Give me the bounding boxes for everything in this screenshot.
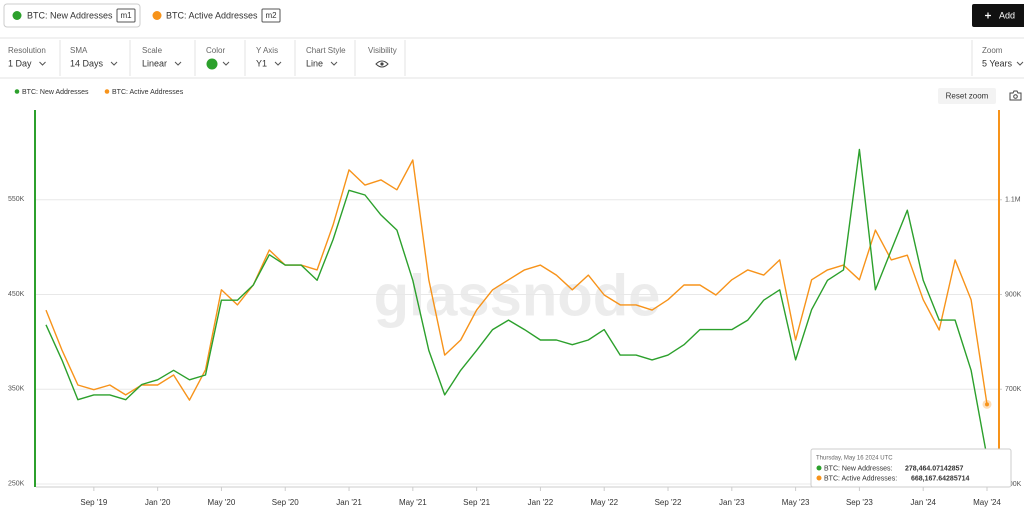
tooltip-value: 668,167.64285714 [911, 475, 969, 482]
y-tick-label: 250K [8, 480, 25, 487]
y2-tick-label: 500K [1005, 481, 1022, 488]
legend-label[interactable]: BTC: New Addresses [22, 89, 89, 96]
chevron [174, 61, 182, 66]
tooltip-name: BTC: Active Addresses: [824, 475, 897, 482]
legend-dot[interactable] [104, 89, 110, 94]
control-label: Zoom [982, 46, 1003, 55]
chevron [110, 61, 118, 66]
tooltip-box [810, 448, 1012, 488]
x-tick-label: Sep '20 [272, 498, 299, 507]
control-label: Chart Style [306, 46, 346, 55]
tab-tag-box [261, 8, 281, 23]
x-tick-label: May '23 [782, 498, 810, 507]
tooltip-value: 278,464.07142857 [905, 465, 963, 472]
x-tick-label: May '24 [973, 498, 1001, 507]
tooltip-date: Thursday, May 16 2024 UTC [816, 456, 893, 462]
hover-point [985, 402, 989, 407]
camera-icon[interactable] [1009, 90, 1022, 101]
plus-icon [985, 12, 991, 19]
control-label: Resolution [8, 46, 46, 55]
control-value[interactable]: Y1 [256, 58, 267, 68]
x-tick-label: Sep '23 [846, 498, 873, 507]
y-tick-label: 350K [8, 386, 25, 393]
control-value[interactable]: 5 Years [982, 58, 1013, 68]
control-label: Scale [142, 46, 163, 55]
tab-dot [152, 11, 162, 20]
chevron [274, 61, 282, 66]
chevron [39, 61, 46, 66]
tab-tag-box [116, 8, 136, 23]
tooltip-dot [816, 465, 822, 471]
tooltip-dot [816, 475, 822, 481]
control-label: SMA [70, 46, 88, 55]
x-tick-label: May '22 [590, 498, 618, 507]
control-value[interactable]: Line [306, 58, 323, 68]
tab-label[interactable]: BTC: Active Addresses [166, 10, 258, 20]
y-tick-label: 450K [8, 291, 25, 298]
tab-dot [12, 11, 22, 20]
add-label: Add [999, 10, 1015, 20]
chevron [1016, 61, 1024, 66]
x-tick-label: Sep '19 [80, 498, 107, 507]
control-label: Color [206, 46, 225, 55]
tab-label: BTC: New Addresses [27, 10, 113, 20]
legend-label[interactable]: BTC: Active Addresses [112, 89, 184, 96]
eye-pupil [380, 62, 384, 66]
y-tick-label: 550K [8, 196, 25, 203]
series-line [45, 159, 988, 405]
reset-zoom-label: Reset zoom [946, 92, 989, 101]
x-tick-label: Sep '22 [655, 498, 682, 507]
tab[interactable] [3, 3, 141, 28]
add-button[interactable] [972, 4, 1024, 27]
eye-icon[interactable] [375, 60, 389, 68]
x-tick-label: Jan '23 [719, 498, 745, 507]
y2-tick-label: 900K [1005, 291, 1022, 298]
color-swatch[interactable] [206, 58, 218, 70]
x-tick-label: Jan '22 [528, 498, 554, 507]
tooltip: Thursday, May 16 2024 UTC BTC: New Addre… [810, 448, 1012, 488]
control-value[interactable]: 14 Days [70, 58, 104, 68]
chevron [330, 61, 338, 66]
control-value[interactable]: 1 Day [8, 58, 32, 68]
x-tick-label: May '21 [399, 498, 427, 507]
camera-lens [1013, 94, 1018, 99]
legend-dot[interactable] [14, 89, 20, 94]
x-tick-label: May '20 [208, 498, 236, 507]
control-label: Visibility [368, 46, 397, 55]
y2-tick-label: 700K [1005, 386, 1022, 393]
x-tick-label: Sep '21 [463, 498, 490, 507]
x-tick-label: Jan '24 [910, 498, 936, 507]
plot: 250K 350K 450K 550K 500K 700K 900K 1.1M Sep '19 J… [8, 110, 1022, 507]
control-value[interactable]: Linear [142, 58, 167, 68]
tooltip-name: BTC: New Addresses: [824, 465, 893, 472]
tab-tag: m2 [265, 11, 277, 20]
tab-tag: m1 [120, 11, 132, 20]
chevron [222, 61, 230, 66]
y2-tick-label: 1.1M [1005, 197, 1021, 204]
reset-zoom-button[interactable] [938, 88, 996, 104]
control-label: Y Axis [256, 46, 278, 55]
x-tick-label: Jan '21 [336, 498, 362, 507]
series-line [45, 148, 988, 458]
x-tick-label: Jan '20 [145, 498, 171, 507]
